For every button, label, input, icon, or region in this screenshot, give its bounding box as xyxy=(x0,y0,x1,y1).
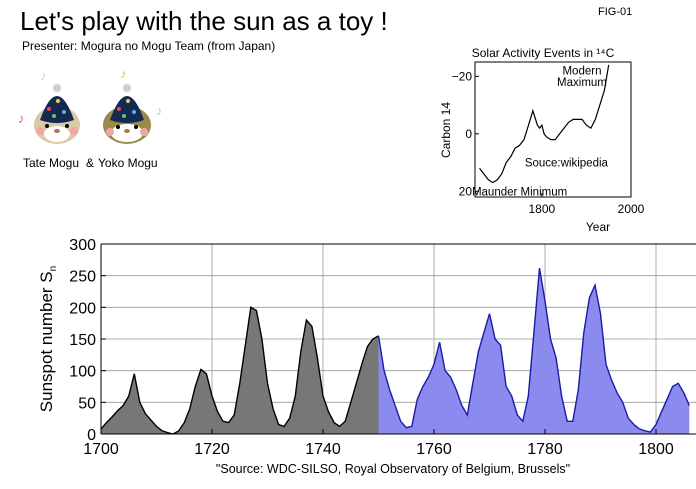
carbon14-plot-frame xyxy=(474,61,632,198)
carbon14-annotation: Souce:wikipedia xyxy=(525,158,609,170)
music-note-icon: ♪ xyxy=(156,103,163,118)
sunspot-axis-ticks: 0 50 100 150 200 250 300 1700 1720 1740 1760 1780 18… xyxy=(69,237,674,458)
carbon14-axis-ticks: −20 0 20 1800 2000 xyxy=(452,69,645,216)
music-note-icon: ♪ xyxy=(40,68,47,83)
sunspot-x-tick-label: 1780 xyxy=(527,441,563,458)
mascot-name-separator: & xyxy=(86,156,95,170)
carbon14-y-tick-label: 20 xyxy=(459,184,473,198)
carbon14-x-axis-label: Year xyxy=(586,220,610,234)
yoko-mogu-mascot xyxy=(103,84,151,144)
sunspot-x-tick-label: 1740 xyxy=(305,441,341,458)
sunspot-x-tick-label: 1760 xyxy=(416,441,452,458)
music-note-icon: ♪ xyxy=(18,111,25,126)
sunspot-y-tick-label: 200 xyxy=(69,300,96,317)
sunspot-area-fill-0 xyxy=(101,307,379,434)
sunspot-y-tick-label: 300 xyxy=(69,237,96,254)
music-note-icon: ♪ xyxy=(120,66,127,81)
sunspot-area-fill-1 xyxy=(378,268,690,434)
sunspot-y-axis-label: Sunspot number Sn xyxy=(37,266,59,412)
sunspot-y-tick-label: 0 xyxy=(87,427,96,444)
presenter-credit: Presenter: Mogura no Mogu Team (from Jap… xyxy=(22,39,276,53)
sunspot-x-axis-label: "Source: WDC-SILSO, Royal Observatory of… xyxy=(216,462,570,476)
carbon14-series-line xyxy=(479,64,610,184)
sunspot-x-tick-label: 1720 xyxy=(194,441,230,458)
sunspot-series-line-1 xyxy=(377,267,690,433)
carbon14-y-tick-label: −20 xyxy=(452,69,473,83)
sunspot-series-group xyxy=(101,267,690,434)
carbon14-annotation: Maunder Minimum xyxy=(472,186,567,198)
carbon14-annotation: Modern xyxy=(562,66,601,78)
carbon14-chart-title: Solar Activity Events in ¹⁴C xyxy=(472,46,615,60)
sunspot-x-tick-label: 1700 xyxy=(83,441,119,458)
sunspot-x-tick-label: 1800 xyxy=(638,441,674,458)
sunspot-series-line-0 xyxy=(101,306,379,434)
carbon14-y-axis-label: Carbon 14 xyxy=(439,102,453,158)
tate-mogu-mascot xyxy=(34,84,80,144)
sunspot-y-axis-label-text: Sunspot number S xyxy=(37,271,56,412)
poster-title: Let's play with the sun as a toy ! xyxy=(20,6,388,36)
mascot-name-left: Tate Mogu xyxy=(23,156,80,170)
mascot-name-right: Yoko Mogu xyxy=(98,156,158,170)
figure-id: FIG-01 xyxy=(598,6,633,18)
sunspot-y-tick-label: 150 xyxy=(69,332,96,349)
carbon14-x-tick-label: 2000 xyxy=(618,202,645,216)
sunspot-y-axis-label-subscript: n xyxy=(48,266,59,272)
carbon14-y-tick-label: 0 xyxy=(465,127,472,141)
carbon14-annotation: Maximum xyxy=(557,77,607,89)
sunspot-y-tick-label: 50 xyxy=(78,395,96,412)
sunspot-y-tick-label: 250 xyxy=(69,269,96,286)
sunspot-y-tick-label: 100 xyxy=(69,364,96,381)
carbon14-x-tick-label: 1800 xyxy=(529,202,556,216)
